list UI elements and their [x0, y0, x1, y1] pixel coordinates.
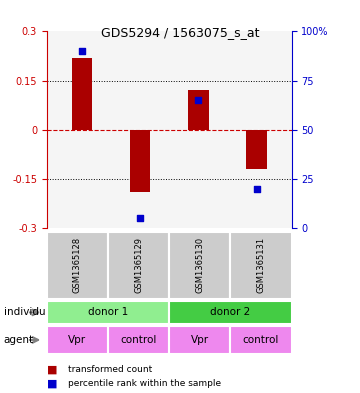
Bar [130, 130, 150, 192]
Text: GSM1365131: GSM1365131 [256, 237, 266, 293]
Text: donor 1: donor 1 [88, 307, 128, 318]
Text: ■: ■ [47, 364, 57, 375]
Bar [247, 130, 267, 169]
Text: Vpr: Vpr [68, 335, 86, 345]
Point [254, 185, 260, 192]
Text: percentile rank within the sample: percentile rank within the sample [68, 379, 221, 387]
Text: control: control [243, 335, 279, 345]
Point [137, 215, 143, 221]
Text: agent: agent [4, 335, 34, 345]
Text: control: control [120, 335, 157, 345]
Bar [72, 58, 92, 130]
Text: ■: ■ [47, 378, 57, 388]
Text: individual: individual [4, 307, 55, 318]
Point [195, 97, 201, 103]
Text: GSM1365129: GSM1365129 [134, 237, 143, 293]
Text: donor 2: donor 2 [210, 307, 251, 318]
Text: GSM1365130: GSM1365130 [195, 237, 204, 293]
Point [79, 48, 85, 54]
Text: transformed count: transformed count [68, 365, 153, 374]
Text: GSM1365128: GSM1365128 [73, 237, 82, 293]
Text: Vpr: Vpr [191, 335, 209, 345]
Text: GDS5294 / 1563075_s_at: GDS5294 / 1563075_s_at [101, 26, 259, 39]
Bar [188, 90, 208, 130]
